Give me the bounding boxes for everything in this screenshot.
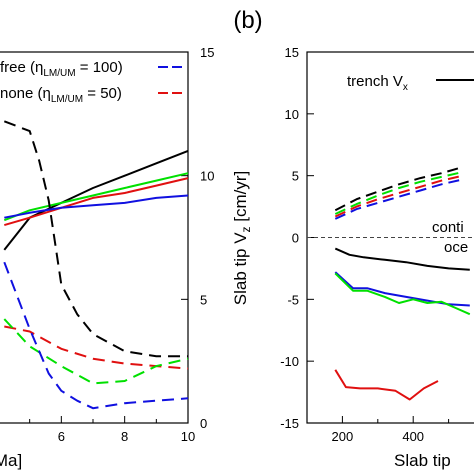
right-y-tick-label: 5 — [292, 169, 299, 184]
left-series-green-dashed — [3, 318, 189, 385]
right-series-black-solid — [334, 247, 470, 271]
panel-label: (b) — [233, 7, 262, 34]
right-y-tick-label: -15 — [280, 416, 299, 431]
left-y-tick-label: 15 — [200, 45, 214, 60]
right-annotation-oceanic: oce — [444, 239, 468, 256]
right-y-tick-label: 0 — [292, 231, 299, 246]
left-x-axis-label: Ma] — [0, 451, 22, 470]
right-x-axis-label: Slab tip — [394, 451, 451, 470]
right-series-red-dashed — [334, 174, 464, 218]
left-y-tick-label: 0 — [200, 416, 207, 431]
right-series-green-solid — [334, 272, 471, 316]
left-x-tick-label: 6 — [58, 429, 65, 444]
left-series-black-solid — [3, 149, 189, 251]
left-panel: 6 8 10 0 5 10 15 free (ηLM/UM = 100) none (ηLM/U… — [0, 45, 253, 470]
left-x-tick-label: 10 — [181, 429, 195, 444]
left-series-blue-solid — [4, 194, 189, 219]
right-y-tick-label: 15 — [285, 45, 299, 60]
left-series-green-solid — [3, 172, 189, 222]
left-y-tick-label: 5 — [200, 292, 207, 307]
left-y-tick-label: 10 — [200, 169, 214, 184]
left-x-tick-label: 8 — [121, 429, 128, 444]
right-y-tick-label: -5 — [287, 292, 299, 307]
right-series-black-dashed — [334, 166, 464, 212]
right-legend-entry: trench Vx — [347, 73, 408, 93]
right-series-blue-dashed — [334, 178, 464, 220]
right-annotation-continental: conti — [432, 219, 464, 236]
right-panel: 15 10 5 0 -5 -10 -15 200 400 trench Vx conti oce Sla… — [280, 45, 474, 470]
right-series-green-dashed — [334, 171, 464, 215]
left-right-y-axis-label: Slab tip Vz [cm/yr] — [231, 171, 253, 305]
right-x-tick-label: 400 — [402, 429, 424, 444]
right-y-tick-label: 10 — [285, 107, 299, 122]
left-series-blue-dashed — [3, 261, 189, 410]
right-x-tick-label: 200 — [332, 429, 354, 444]
left-legend-entry: none (ηLM/UM = 50) — [0, 85, 122, 105]
right-series-red-solid — [334, 369, 439, 401]
left-series-black-dashed — [3, 120, 188, 358]
right-series-blue-solid — [334, 271, 470, 307]
left-legend-entry: free (ηLM/UM = 100) — [0, 59, 123, 79]
left-series-red-solid — [4, 177, 189, 227]
right-y-tick-label: -10 — [280, 354, 299, 369]
